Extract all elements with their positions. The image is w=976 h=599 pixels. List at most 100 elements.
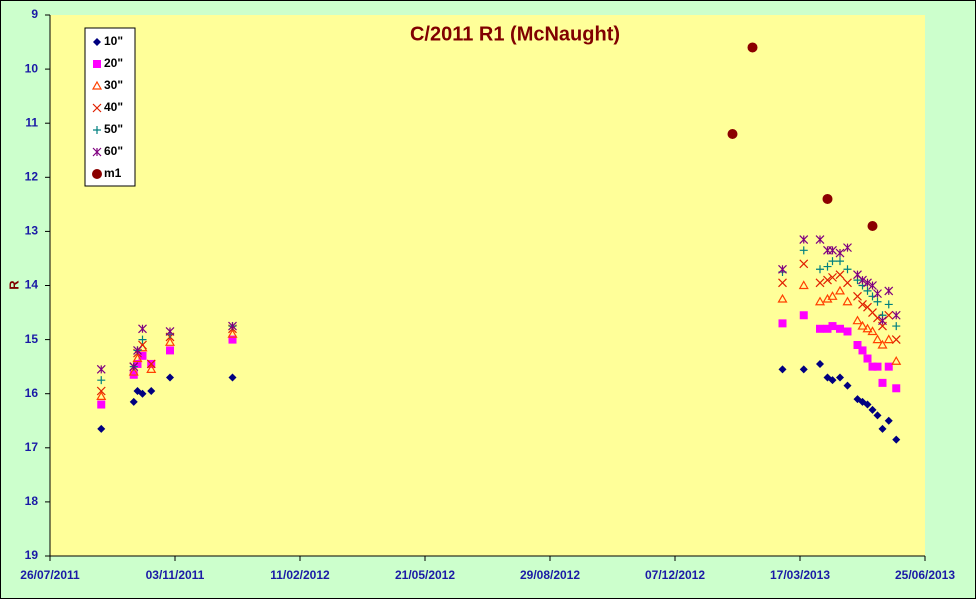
legend-label: m1: [104, 166, 122, 180]
y-tick-label: 12: [25, 169, 39, 183]
point: [836, 373, 844, 382]
y-tick-label: 14: [25, 278, 39, 292]
legend-marker: [92, 147, 102, 157]
point: [835, 270, 845, 280]
point: [891, 335, 901, 345]
point: [884, 416, 893, 425]
legend-marker: [93, 126, 101, 134]
point: [891, 356, 902, 365]
point: [878, 378, 887, 387]
y-tick-label: 11: [25, 115, 38, 129]
point: [858, 275, 867, 285]
point: [836, 257, 844, 266]
y-tick-label: 16: [25, 386, 39, 400]
point: [883, 334, 894, 344]
point: [778, 365, 787, 374]
point: [827, 291, 838, 300]
y-axis-label: R: [6, 280, 21, 290]
point: [836, 324, 844, 333]
point: [814, 296, 826, 306]
point: [138, 324, 147, 334]
point: [868, 405, 877, 414]
point: [816, 265, 824, 274]
point: [777, 293, 788, 303]
x-tick-label: 03/11/2011: [146, 568, 205, 582]
y-tick-label: 15: [25, 332, 39, 346]
point: [872, 334, 883, 344]
point: [228, 321, 237, 331]
point: [863, 278, 872, 288]
point: [727, 129, 738, 140]
point: [129, 362, 139, 372]
legend: [84, 27, 136, 187]
point: [97, 424, 106, 433]
point: [799, 235, 809, 244]
legend-marker: [92, 103, 102, 113]
point: [858, 346, 867, 355]
point: [138, 389, 147, 398]
point: [778, 319, 787, 328]
legend-label: 20": [104, 56, 123, 70]
y-tick-label: 17: [25, 440, 39, 454]
point: [873, 297, 882, 306]
legend-label: 30": [104, 78, 123, 92]
point: [823, 275, 832, 285]
point: [96, 386, 106, 396]
point: [778, 278, 787, 288]
point: [843, 243, 852, 253]
point: [747, 42, 758, 53]
point: [867, 220, 878, 231]
point: [799, 246, 808, 255]
point: [863, 286, 872, 295]
point: [863, 400, 872, 409]
y-tick-label: 9: [31, 7, 38, 21]
point: [857, 320, 868, 330]
point: [835, 248, 845, 258]
point: [133, 345, 142, 355]
point: [843, 278, 852, 288]
legend-marker: [91, 80, 103, 90]
point: [146, 364, 157, 373]
point: [166, 346, 174, 355]
point: [853, 291, 862, 301]
point: [166, 373, 174, 382]
legend-label: 40": [104, 100, 123, 114]
point: [868, 281, 877, 290]
point: [891, 310, 901, 320]
legend-marker: [93, 38, 101, 46]
point: [858, 300, 867, 309]
point: [873, 289, 882, 299]
point: [165, 327, 175, 336]
legend-marker: [92, 169, 102, 179]
y-tick-label: 13: [25, 224, 39, 238]
point: [129, 397, 138, 406]
point: [884, 362, 893, 371]
legend-label: 10": [104, 34, 123, 48]
point: [862, 323, 873, 333]
point: [873, 362, 882, 371]
point: [828, 376, 837, 385]
point: [164, 337, 176, 346]
point: [227, 328, 238, 338]
x-tick-label: 07/12/2012: [645, 568, 705, 582]
point: [828, 322, 837, 331]
point: [799, 259, 809, 269]
point: [96, 364, 106, 374]
point: [892, 322, 901, 331]
y-tick-label: 18: [25, 494, 39, 508]
legend-label: 60": [104, 144, 123, 158]
x-tick-label: 21/05/2012: [395, 568, 455, 582]
point: [97, 400, 106, 409]
point: [892, 435, 901, 444]
point: [842, 296, 853, 306]
point: [828, 257, 837, 266]
point: [799, 311, 808, 320]
point: [892, 384, 901, 393]
legend-label: 50": [104, 122, 123, 136]
chart-title: C/2011 R1 (McNaught): [410, 23, 620, 45]
legend-marker: [93, 60, 101, 68]
point: [863, 354, 872, 363]
point: [823, 262, 832, 271]
point: [816, 324, 824, 333]
y-tick-label: 10: [25, 61, 39, 75]
